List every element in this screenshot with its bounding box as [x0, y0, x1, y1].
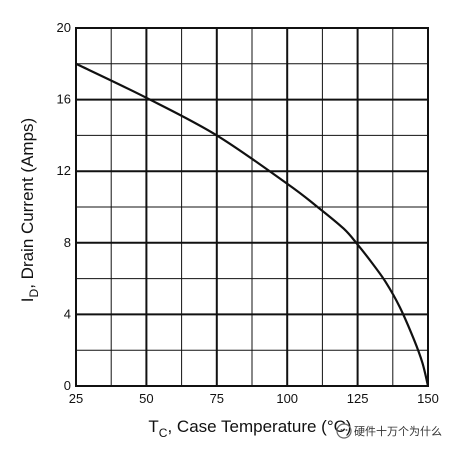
x-axis-title: TC, Case Temperature (°C): [148, 417, 351, 440]
y-axis-title-rest: , Drain Current (Amps): [18, 118, 37, 289]
x-tick-label: 125: [347, 391, 369, 406]
y-tick-label: 0: [64, 378, 71, 393]
major-grid: [76, 28, 428, 386]
watermark-text: 硬件十万个为什么: [354, 424, 442, 438]
x-axis-title-rest: , Case Temperature (°C): [167, 417, 351, 436]
x-tick-labels: 25 50 75 100 125 150: [69, 391, 439, 406]
x-tick-label: 150: [417, 391, 439, 406]
y-axis-title: ID, Drain Current (Amps): [18, 118, 41, 302]
x-axis-title-main: T: [148, 417, 158, 436]
y-tick-labels: 0 4 8 12 16 20: [57, 20, 71, 393]
x-axis-title-subscript: C: [159, 426, 168, 440]
x-tick-label: 100: [276, 391, 298, 406]
x-tick-label: 75: [210, 391, 224, 406]
y-axis-title-main: I: [18, 297, 37, 302]
minor-grid: [76, 28, 428, 386]
y-tick-label: 12: [57, 163, 71, 178]
series-line: [75, 62, 430, 387]
y-tick-label: 20: [57, 20, 71, 35]
plot-frame: [75, 27, 429, 387]
x-tick-label: 25: [69, 391, 83, 406]
y-tick-label: 16: [57, 92, 71, 107]
watermark-logo-icon: [336, 423, 352, 439]
y-tick-label: 4: [64, 306, 71, 321]
y-tick-label: 8: [64, 235, 71, 250]
watermark: 硬件十万个为什么: [336, 423, 442, 439]
x-tick-label: 50: [139, 391, 153, 406]
y-axis-title-subscript: D: [27, 288, 41, 297]
